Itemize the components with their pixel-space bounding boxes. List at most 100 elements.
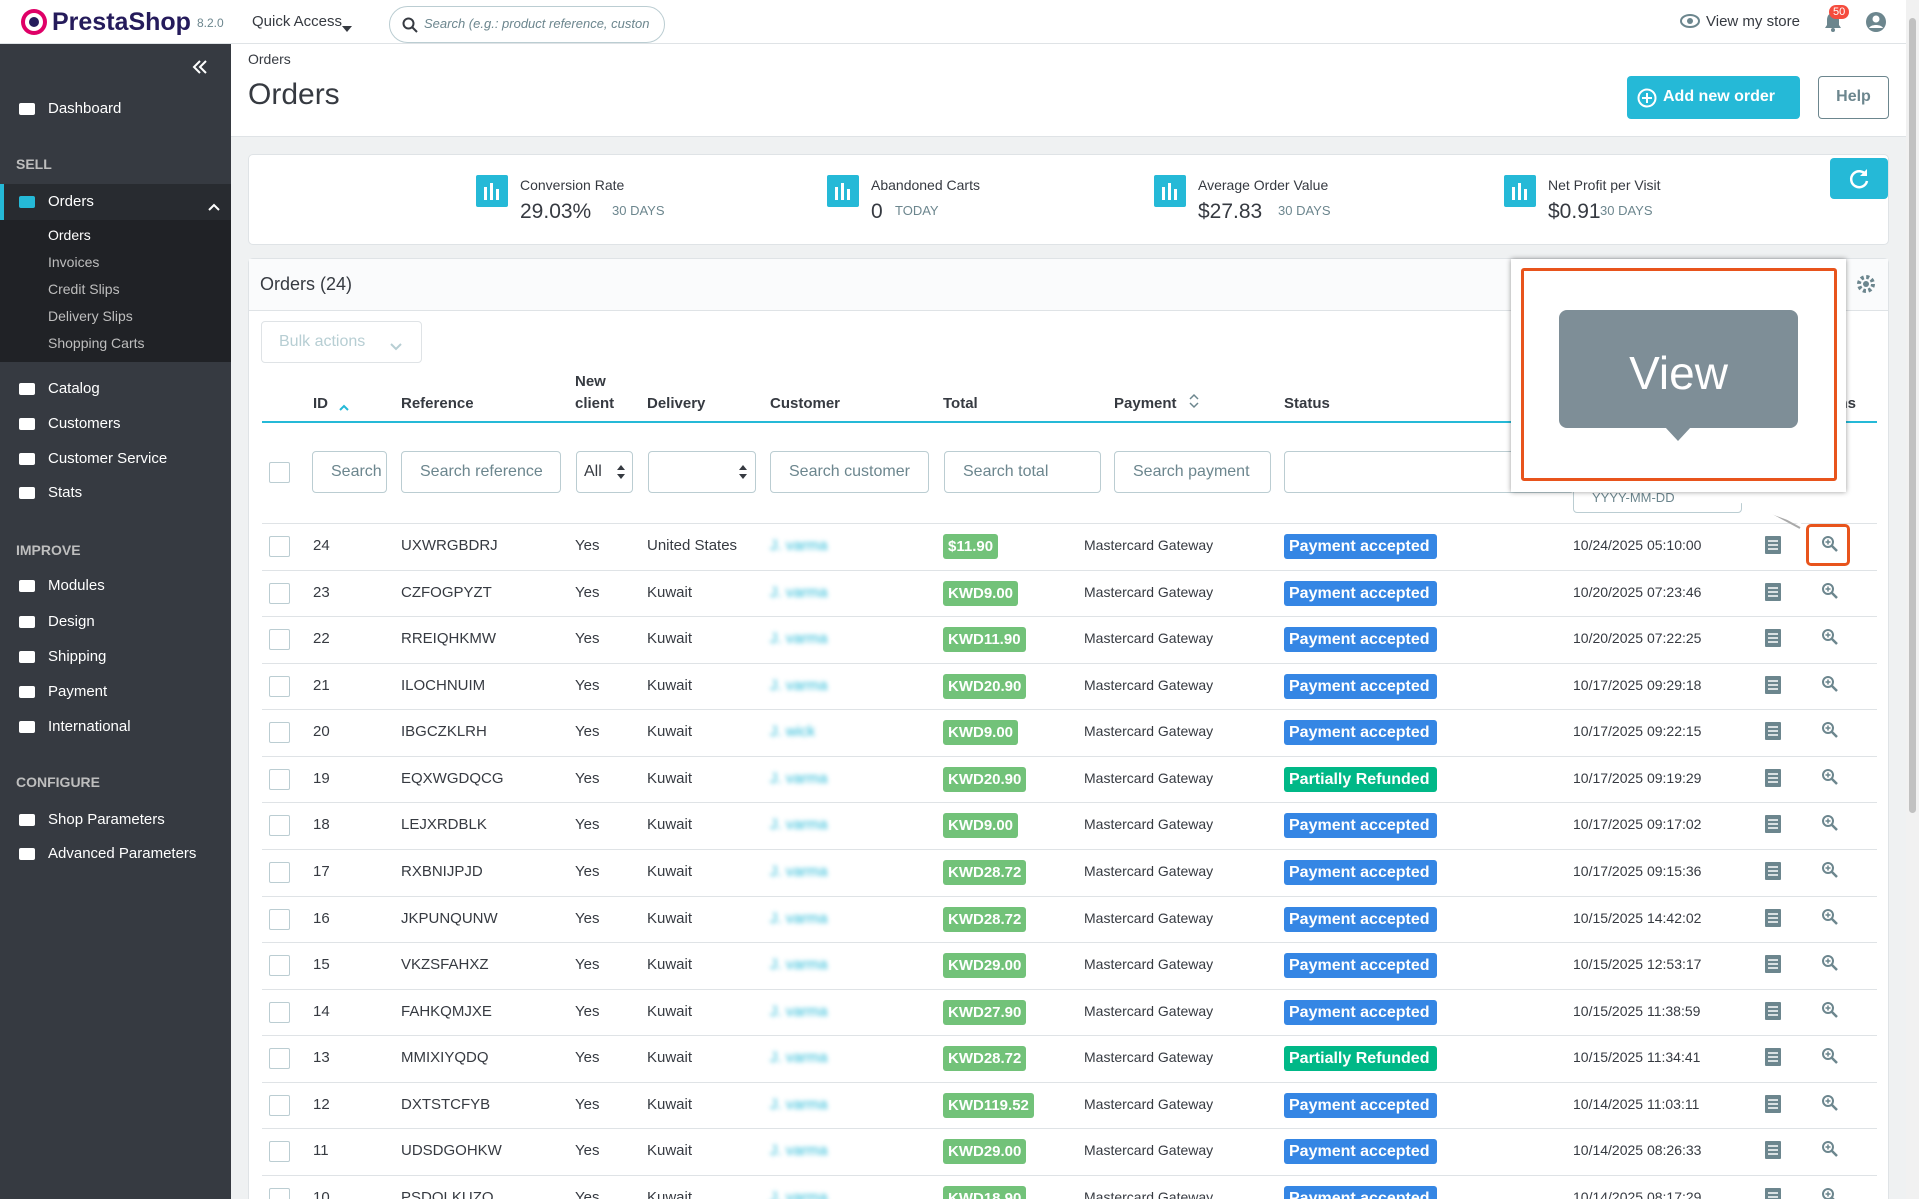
payment: Mastercard Gateway: [1084, 723, 1213, 739]
select-all[interactable]: [269, 462, 290, 483]
menu-item[interactable]: International: [48, 718, 131, 735]
row-checkbox[interactable]: [269, 1002, 290, 1023]
column-header[interactable]: New: [575, 373, 606, 390]
column-header[interactable]: Total: [943, 395, 978, 412]
section-title: SELL: [16, 156, 52, 172]
menu-item[interactable]: Stats: [48, 484, 82, 501]
customer: J. varma: [770, 630, 828, 647]
invoice-icon[interactable]: [1764, 1187, 1782, 1199]
menu-item[interactable]: Shop Parameters: [48, 811, 165, 828]
customer: J. varma: [770, 584, 828, 601]
view-icon[interactable]: [1821, 908, 1839, 931]
row-checkbox[interactable]: [269, 1095, 290, 1116]
order-id: 18: [313, 816, 330, 833]
row-checkbox[interactable]: [269, 815, 290, 836]
delivery: Kuwait: [647, 1049, 692, 1066]
menu-item[interactable]: Customer Service: [48, 450, 167, 467]
view-icon[interactable]: [1821, 1140, 1839, 1163]
view-icon[interactable]: [1821, 1094, 1839, 1117]
status-badge: Payment accepted: [1284, 627, 1437, 652]
filter-input[interactable]: Search customer: [770, 451, 929, 493]
column-header[interactable]: client: [575, 395, 614, 412]
status-badge: Payment accepted: [1284, 1000, 1437, 1025]
view-icon[interactable]: [1821, 628, 1839, 651]
row-checkbox[interactable]: [269, 955, 290, 976]
delivery: Kuwait: [647, 1142, 692, 1159]
invoice-icon[interactable]: [1764, 954, 1782, 979]
row-checkbox[interactable]: [269, 1188, 290, 1199]
search-box[interactable]: Search (e.g.: product reference, custon: [389, 6, 665, 43]
row-checkbox[interactable]: [269, 536, 290, 557]
filter-input[interactable]: Search reference: [401, 451, 561, 493]
view-icon[interactable]: [1821, 954, 1839, 977]
row-checkbox[interactable]: [269, 909, 290, 930]
search-icon: [402, 17, 418, 38]
menu-icon: [18, 578, 36, 599]
scroll-thumb: [1909, 18, 1916, 813]
kpi-period: 30 DAYS: [1600, 203, 1653, 218]
invoice-icon[interactable]: [1764, 1001, 1782, 1026]
column-header[interactable]: Delivery: [647, 395, 705, 412]
view-icon[interactable]: [1821, 1187, 1839, 1199]
new-client: Yes: [575, 1142, 599, 1159]
menu-item[interactable]: Modules: [48, 577, 105, 594]
submenu-item[interactable]: Orders: [48, 227, 91, 243]
view-store[interactable]: View my store: [1706, 13, 1800, 30]
row-checkbox[interactable]: [269, 1141, 290, 1162]
row-checkbox[interactable]: [269, 769, 290, 790]
menu-item[interactable]: Design: [48, 613, 95, 630]
kpi-label: Net Profit per Visit: [1548, 177, 1661, 193]
invoice-icon[interactable]: [1764, 861, 1782, 886]
invoice-icon[interactable]: [1764, 1140, 1782, 1165]
column-header[interactable]: Status: [1284, 395, 1330, 412]
row-checkbox[interactable]: [269, 1048, 290, 1069]
view-icon[interactable]: [1821, 768, 1839, 791]
view-icon[interactable]: [1821, 814, 1839, 837]
row-checkbox[interactable]: [269, 862, 290, 883]
invoice-icon[interactable]: [1764, 1047, 1782, 1072]
quick-access[interactable]: Quick Access: [252, 13, 342, 30]
menu-item[interactable]: Advanced Parameters: [48, 845, 196, 862]
filter-input[interactable]: Search payment: [1114, 451, 1271, 493]
row-checkbox[interactable]: [269, 722, 290, 743]
row-checkbox[interactable]: [269, 583, 290, 604]
filter-select[interactable]: All: [576, 451, 633, 493]
invoice-icon[interactable]: [1764, 675, 1782, 700]
view-icon[interactable]: [1821, 582, 1839, 605]
order-reference: PSDOLKUZO: [401, 1189, 494, 1199]
menu-item[interactable]: Catalog: [48, 380, 100, 397]
help-button[interactable]: Help: [1818, 76, 1889, 119]
invoice-icon[interactable]: [1764, 814, 1782, 839]
invoice-icon[interactable]: [1764, 628, 1782, 653]
view-icon[interactable]: [1821, 1047, 1839, 1070]
menu-item[interactable]: Orders: [48, 193, 94, 210]
view-icon[interactable]: [1821, 861, 1839, 884]
submenu-item[interactable]: Shopping Carts: [48, 335, 145, 351]
menu-item[interactable]: Shipping: [48, 648, 106, 665]
filter-select[interactable]: [648, 451, 756, 493]
column-header[interactable]: Payment: [1114, 395, 1177, 412]
view-icon[interactable]: [1821, 1001, 1839, 1024]
invoice-icon[interactable]: [1764, 721, 1782, 746]
column-header[interactable]: ID: [313, 395, 328, 412]
invoice-icon[interactable]: [1764, 908, 1782, 933]
view-icon[interactable]: [1821, 721, 1839, 744]
menu-item[interactable]: Customers: [48, 415, 121, 432]
column-header[interactable]: Reference: [401, 395, 474, 412]
menu-item[interactable]: Dashboard: [48, 100, 121, 117]
submenu-item[interactable]: Credit Slips: [48, 281, 120, 297]
row-checkbox[interactable]: [269, 676, 290, 697]
row-checkbox[interactable]: [269, 629, 290, 650]
menu-item[interactable]: Payment: [48, 683, 107, 700]
view-icon[interactable]: [1821, 675, 1839, 698]
filter-input[interactable]: Search total: [944, 451, 1101, 493]
filter-input[interactable]: Search ID: [312, 451, 387, 493]
submenu-item[interactable]: Invoices: [48, 254, 99, 270]
invoice-icon[interactable]: [1764, 1094, 1782, 1119]
bulk-actions[interactable]: Bulk actions: [261, 321, 422, 363]
add-order-button[interactable]: Add new order: [1627, 76, 1800, 119]
submenu-item[interactable]: Delivery Slips: [48, 308, 133, 324]
invoice-icon[interactable]: [1764, 768, 1782, 793]
invoice-icon[interactable]: [1764, 582, 1782, 607]
column-header[interactable]: Customer: [770, 395, 840, 412]
